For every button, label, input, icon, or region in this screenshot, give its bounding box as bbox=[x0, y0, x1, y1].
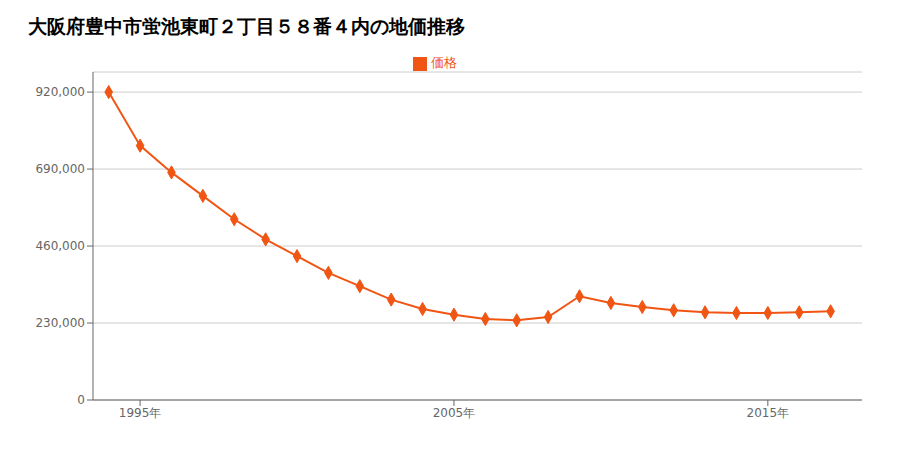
svg-text:460,000: 460,000 bbox=[35, 239, 85, 253]
svg-text:2005年: 2005年 bbox=[433, 406, 476, 420]
svg-text:690,000: 690,000 bbox=[35, 162, 85, 176]
svg-text:2015年: 2015年 bbox=[747, 406, 790, 420]
svg-text:920,000: 920,000 bbox=[35, 85, 85, 99]
html-text:価格: 価格 bbox=[431, 55, 457, 70]
html-text:大阪府豊中市蛍池東町２丁目５８番４内の地価推移: 大阪府豊中市蛍池東町２丁目５８番４内の地価推移 bbox=[28, 15, 465, 37]
svg-text:230,000: 230,000 bbox=[35, 316, 85, 330]
svg-text:1995年: 1995年 bbox=[119, 406, 162, 420]
svg-text:0: 0 bbox=[77, 393, 85, 407]
